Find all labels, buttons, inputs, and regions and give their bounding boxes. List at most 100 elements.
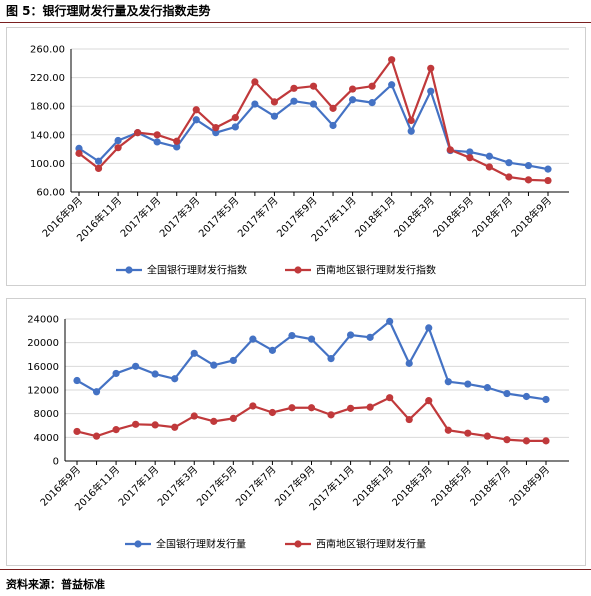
volume-chart-data-point-1 [210,417,218,425]
index-chart-data-point-0 [505,159,513,167]
volume-chart-data-point-1 [503,436,511,444]
index-chart-data-point-0 [192,116,200,124]
index-chart-data-point-1 [505,173,513,181]
volume-chart-data-point-1 [405,415,413,424]
volume-chart-y-tick-label: 4000 [34,433,59,444]
index-chart-data-point-0 [427,87,435,95]
volume-chart-data-point-0 [112,369,120,378]
volume-chart: 0 4000 8000 12000 16000 20000 24000 2016年9月 2016… [6,298,586,566]
index-chart-y-tick-label: 100.00 [30,159,65,170]
volume-chart-data-point-0 [268,346,277,354]
volume-chart-data-point-0 [307,335,316,343]
index-chart-data-point-1 [231,114,239,122]
index-chart-data-point-0 [231,123,239,131]
index-chart-data-point-0 [407,127,415,135]
volume-chart-data-point-1 [73,427,81,436]
volume-chart-data-point-0 [483,384,491,392]
volume-chart-data-point-1 [444,426,452,434]
volume-chart-legend-label-0: 全国银行理财发行量 [156,538,246,551]
volume-chart-data-point-1 [386,394,394,402]
volume-chart-x-tick-label: 2018年9月 [506,463,552,509]
index-chart-data-point-0 [544,165,552,173]
volume-chart-x-tick-label: 2017年1月 [115,463,161,509]
index-chart: 60.00 100.00 140.00 180.00 220.00 260.00 2016年… [6,27,586,286]
index-chart-data-point-0 [485,152,493,160]
index-chart-data-point-0 [153,138,161,146]
volume-chart-data-point-1 [464,429,472,437]
index-chart-data-point-0 [290,97,298,105]
volume-chart-data-point-0 [151,370,159,378]
index-chart-data-point-0 [212,129,220,137]
index-chart-data-point-1 [348,85,357,93]
index-chart-series-line-0 [78,83,549,171]
index-chart-x-tick-label: 2017年3月 [157,194,203,240]
index-chart-y-tick-label: 260.00 [30,45,65,56]
volume-chart-data-point-1 [268,408,277,417]
index-chart-data-point-1 [270,98,279,106]
volume-chart-data-point-0 [229,356,237,365]
volume-chart-data-point-1 [112,426,120,434]
volume-chart-data-point-1 [425,397,433,405]
volume-chart-data-point-1 [288,404,296,412]
volume-chart-data-point-1 [366,403,374,411]
volume-chart-data-point-0 [327,355,335,363]
volume-chart-data-point-0 [366,333,374,341]
index-chart-data-point-0 [94,157,103,165]
volume-chart-data-point-0 [405,359,413,367]
volume-chart-x-tick-label: 2017年5月 [194,463,240,509]
volume-chart-data-point-0 [503,389,511,398]
volume-chart-x-tick-label: 2018年5月 [428,463,474,509]
volume-chart-data-point-1 [132,420,140,428]
index-chart-svg: 60.00100.00140.00180.00220.00260.002016年… [30,45,569,277]
index-chart-data-point-1 [407,116,415,125]
volume-chart-x-tick-label: 2018年7月 [467,463,513,509]
index-chart-data-point-1 [114,144,122,152]
index-chart-data-point-0 [329,121,337,130]
source-note: 资料来源：普益标准 [6,578,105,591]
volume-chart-y-tick-label: 24000 [27,315,59,326]
index-chart-x-tick-label: 2018年9月 [508,194,554,240]
volume-chart-data-point-1 [92,432,101,440]
volume-chart-data-point-0 [92,388,101,396]
index-chart-y-tick-label: 220.00 [30,73,65,84]
index-chart-data-point-1 [446,146,454,154]
figure-title: 图 5：银行理财发行量及发行指数走势 [6,4,211,18]
volume-chart-data-point-0 [132,362,140,370]
index-chart-y-tick-label: 180.00 [30,102,65,113]
index-chart-data-point-1 [544,176,552,185]
volume-chart-y-tick-label: 8000 [34,409,59,420]
volume-chart-data-point-1 [190,412,198,420]
volume-chart-series-line-0 [76,320,547,401]
index-chart-data-point-1 [427,64,435,72]
index-chart-data-point-1 [75,149,83,157]
index-chart-legend-label-1: 西南地区银行理财发行指数 [316,264,436,277]
index-chart-data-point-1 [251,78,259,86]
index-chart-x-tick-label: 2018年3月 [391,194,437,240]
index-chart-data-point-1 [388,56,396,64]
index-chart-data-point-1 [173,137,181,145]
index-chart-x-tick-label: 2018年7月 [469,194,515,240]
volume-chart-y-tick-label: 0 [53,457,59,468]
volume-chart-data-point-1 [229,414,237,422]
volume-chart-data-point-0 [190,349,198,357]
index-chart-data-point-0 [388,81,396,89]
volume-chart-svg: 040008000120001600020000240002016年9月2016… [27,315,569,551]
index-chart-data-point-1 [485,163,493,171]
index-chart-data-point-1 [290,84,298,92]
volume-chart-data-point-1 [522,437,531,445]
index-chart-data-point-1 [192,106,200,114]
index-chart-data-point-1 [329,104,337,112]
volume-chart-data-point-0 [444,378,452,386]
volume-chart-x-tick-label: 2018年1月 [350,463,396,509]
volume-chart-legend-swatch-marker-1 [294,540,302,548]
index-chart-data-point-0 [75,144,83,152]
volume-chart-data-point-1 [171,423,179,431]
bottom-rule [0,569,591,570]
index-chart-y-tick-label: 60.00 [36,188,65,199]
volume-chart-data-point-0 [249,335,257,343]
index-chart-legend-swatch-marker-1 [294,266,302,274]
volume-chart-data-point-1 [327,411,335,419]
index-chart-data-point-0 [524,161,533,170]
index-chart-data-point-0 [466,148,474,156]
index-chart-data-point-1 [153,131,161,139]
